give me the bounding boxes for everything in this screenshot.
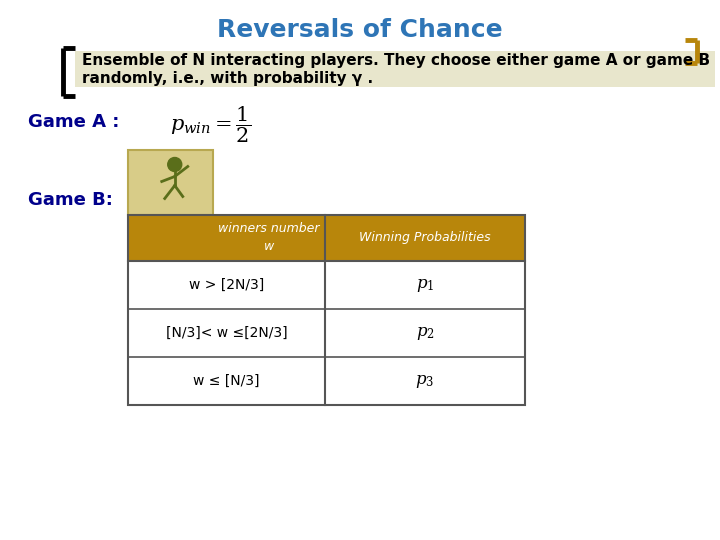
Text: w ≤ [N/3]: w ≤ [N/3]: [193, 374, 260, 388]
Bar: [128, 215, 525, 405]
Text: $p_1$: $p_1$: [416, 276, 434, 294]
Bar: [128, 150, 213, 215]
Bar: [128, 357, 525, 405]
Bar: [128, 309, 525, 357]
Text: Winning Probabilities: Winning Probabilities: [359, 232, 491, 245]
Bar: [128, 261, 525, 309]
Text: winners number
w: winners number w: [218, 222, 320, 253]
Text: Reversals of Chance: Reversals of Chance: [217, 18, 503, 42]
Text: $p_3$: $p_3$: [415, 372, 435, 390]
Text: $p_{win}=\dfrac{1}{2}$: $p_{win}=\dfrac{1}{2}$: [170, 105, 251, 145]
Bar: [75, 51, 715, 87]
Text: Game B:: Game B:: [28, 191, 113, 209]
Bar: [128, 215, 525, 261]
Circle shape: [168, 158, 181, 172]
Text: $p_2$: $p_2$: [415, 324, 434, 342]
Text: w > [2N/3]: w > [2N/3]: [189, 278, 264, 292]
Text: randomly, i.e., with probability γ .: randomly, i.e., with probability γ .: [82, 71, 373, 86]
Text: Ensemble of N interacting players. They choose either game A or game B: Ensemble of N interacting players. They …: [82, 53, 710, 69]
Text: [N/3]< w ≤[2N/3]: [N/3]< w ≤[2N/3]: [166, 326, 287, 340]
Text: Game A :: Game A :: [28, 113, 120, 131]
